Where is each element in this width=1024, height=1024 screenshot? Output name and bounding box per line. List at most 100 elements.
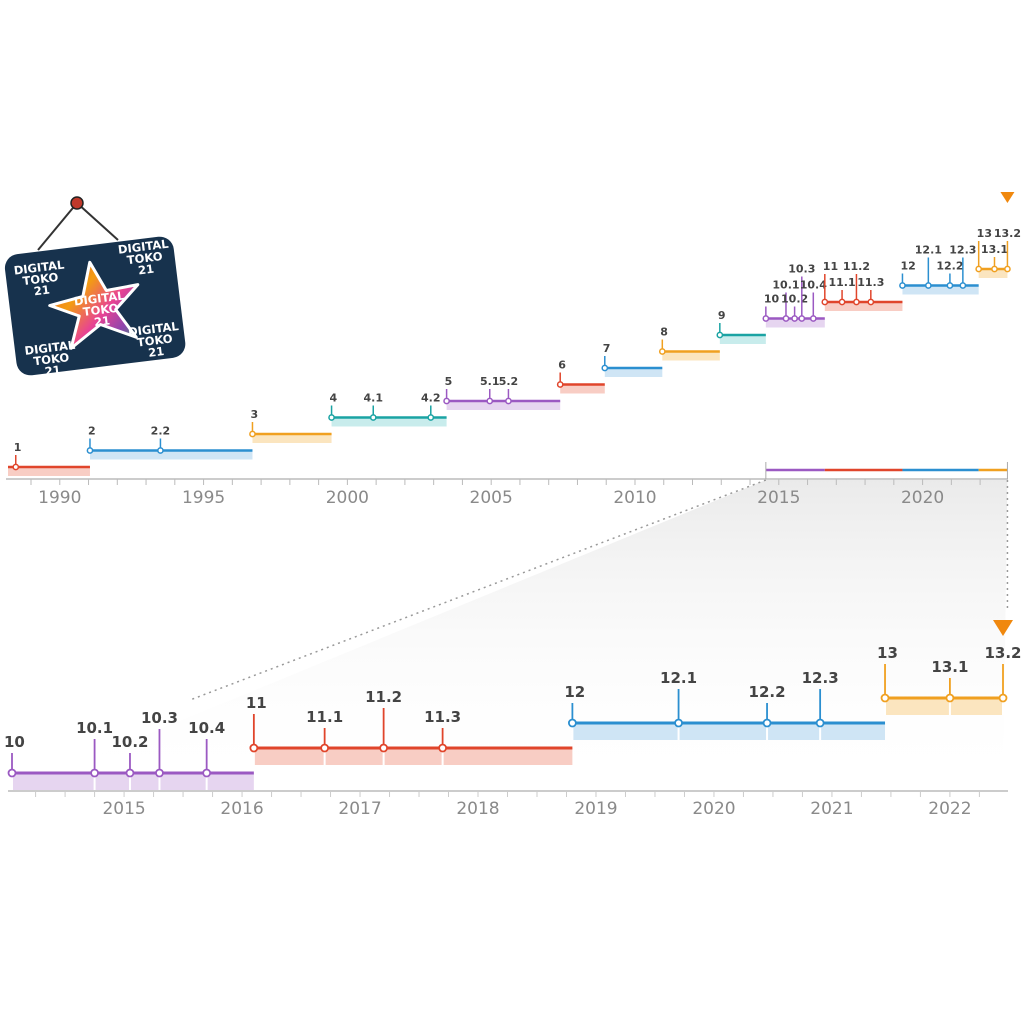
top-year-label: 1990	[38, 488, 81, 508]
top-release-label-10: 10	[764, 293, 780, 306]
top-release-marker-12-2	[946, 282, 954, 289]
top-release-marker-4	[328, 414, 335, 421]
top-release-label-5-2: 5.2	[499, 375, 519, 388]
top-release-marker-10-3	[798, 315, 806, 322]
top-version-band-10	[765, 318, 825, 328]
top-version-band-3	[252, 434, 332, 443]
bottom-year-label: 2016	[220, 799, 263, 819]
top-release-label-5: 5	[445, 375, 453, 388]
top-release-label-8: 8	[660, 326, 668, 339]
top-release-label-10-3: 10.3	[788, 263, 815, 276]
top-release-marker-5-2	[505, 397, 512, 405]
top-version-band-2	[89, 450, 253, 460]
top-year-label: 1995	[182, 488, 225, 508]
top-year-label: 2005	[470, 488, 513, 508]
top-release-marker-2	[86, 447, 94, 454]
bottom-year-label: 2018	[456, 799, 499, 819]
logo-text-bottom-right: 21	[147, 344, 165, 360]
top-release-label-12-3: 12.3	[949, 244, 976, 257]
top-release-marker-3	[249, 430, 256, 438]
bottom-release-label-12-2: 12.2	[749, 683, 786, 701]
top-release-label-12-2: 12.2	[936, 260, 963, 273]
bottom-release-marker-10-3	[155, 768, 164, 778]
logo-string-left	[37, 202, 78, 251]
top-release-marker-7	[601, 364, 609, 372]
top-release-marker-11-1	[838, 298, 846, 306]
top-version-band-8	[662, 351, 720, 361]
top-release-marker-2-2	[157, 447, 164, 454]
top-release-marker-11-2	[853, 298, 860, 306]
top-release-marker-4-1	[369, 414, 377, 421]
top-release-label-11-2: 11.2	[843, 260, 870, 273]
top-version-band-7	[604, 368, 663, 377]
detail-timeline: 2015 2016 2017 2018 2019 2020 2021 20221010.110…	[4, 620, 1022, 819]
top-release-label-10-1: 10.1	[772, 279, 799, 292]
bottom-release-marker-13-1	[945, 693, 955, 703]
top-release-marker-13	[975, 265, 983, 273]
logo-star-icon	[48, 260, 140, 350]
bottom-release-marker-12-3	[815, 718, 825, 728]
top-release-label-11-1: 11.1	[828, 276, 855, 289]
top-year-label: 2000	[326, 488, 369, 508]
logo-text-bottom-right: DIGITAL	[127, 319, 180, 339]
top-release-label-1: 1	[14, 441, 22, 454]
top-release-marker-12-3	[959, 282, 967, 289]
logo-hanger-pin-icon	[70, 196, 84, 210]
top-current-version-pointer-icon	[1000, 192, 1015, 203]
bottom-release-marker-10-1	[90, 768, 99, 778]
logo-text-bottom-left: DIGITAL	[24, 338, 77, 358]
top-release-marker-10-2	[791, 315, 798, 322]
top-release-label-11-3: 11.3	[857, 276, 884, 289]
top-release-label-10-2: 10.2	[781, 293, 808, 306]
bottom-version-band-12	[572, 723, 886, 740]
bottom-release-marker-11-3	[438, 743, 448, 753]
bottom-year-label: 2021	[810, 799, 853, 819]
bottom-release-marker-10-2	[125, 768, 135, 778]
top-release-label-4-2: 4.2	[421, 392, 441, 405]
top-release-label-4: 4	[330, 392, 338, 405]
logo-text-bottom-right: TOKO	[136, 331, 173, 349]
top-release-label-4-1: 4.1	[364, 392, 384, 405]
top-release-label-10-4: 10.4	[800, 279, 827, 292]
top-release-label-7: 7	[603, 342, 611, 355]
bottom-version-band-11	[253, 748, 573, 765]
logo-text-center: TOKO	[82, 301, 119, 319]
top-release-marker-5-1	[486, 397, 494, 405]
bottom-release-label-10-1: 10.1	[76, 719, 113, 737]
bottom-release-marker-12-1	[674, 718, 683, 728]
zoom-connector-left	[189, 479, 767, 701]
bottom-release-label-12: 12	[564, 683, 585, 701]
top-release-label-5-1: 5.1	[480, 375, 500, 388]
logo-text-bottom-left: 21	[44, 363, 62, 379]
bottom-release-marker-11	[249, 743, 259, 753]
digital-toko-logo: DIGITALTOKO21DIGITALTOKO21DIGITALTOKO21D…	[4, 196, 186, 379]
top-release-marker-11-3	[867, 298, 875, 306]
bottom-release-marker-10	[7, 768, 17, 778]
bottom-release-label-13: 13	[877, 644, 898, 662]
top-release-label-12: 12	[900, 260, 915, 273]
logo-text-top-right: 21	[137, 262, 155, 278]
bottom-release-marker-12-2	[762, 718, 772, 728]
bottom-release-label-11-2: 11.2	[365, 688, 402, 706]
top-version-band-1	[8, 467, 90, 476]
top-release-label-3: 3	[250, 408, 258, 421]
top-release-label-11: 11	[823, 260, 838, 273]
logo-text-center: DIGITAL	[73, 288, 126, 308]
bottom-release-label-10-3: 10.3	[141, 709, 178, 727]
bottom-release-label-13-1: 13.1	[931, 658, 968, 676]
top-version-band-13	[978, 269, 1008, 278]
bottom-release-label-13-2: 13.2	[984, 644, 1021, 662]
top-release-label-12-1: 12.1	[915, 244, 942, 257]
bottom-release-label-10: 10	[4, 733, 25, 751]
top-release-marker-8	[658, 348, 666, 355]
logo-text-top-left: 21	[33, 282, 51, 298]
logo-text-center: 21	[93, 313, 111, 329]
top-release-marker-1	[12, 463, 20, 471]
bottom-release-label-12-1: 12.1	[660, 669, 697, 687]
logo-text-top-left: TOKO	[22, 270, 59, 288]
bottom-release-label-12-3: 12.3	[802, 669, 839, 687]
top-release-marker-10	[762, 315, 770, 322]
top-release-label-13-2: 13.2	[994, 227, 1021, 240]
logo-text-bottom-left: TOKO	[33, 350, 70, 368]
